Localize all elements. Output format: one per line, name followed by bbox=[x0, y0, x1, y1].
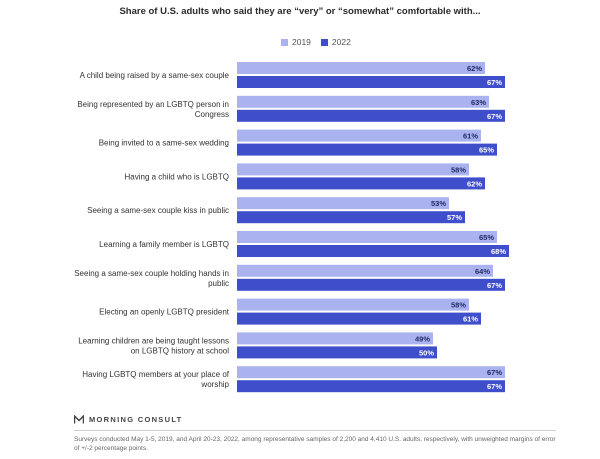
category-label: Seeing a same-sex couple holding hands i… bbox=[74, 269, 229, 288]
bar-2022 bbox=[237, 245, 509, 257]
value-label-2022: 50% bbox=[419, 348, 434, 357]
bar-2019 bbox=[237, 197, 449, 210]
bar-2022 bbox=[237, 211, 465, 224]
bar-2019 bbox=[237, 129, 481, 142]
value-label-2022: 65% bbox=[479, 146, 494, 155]
bar-2019 bbox=[237, 264, 493, 277]
value-label-2022: 62% bbox=[467, 179, 482, 188]
legend-item-2022: 2022 bbox=[320, 37, 351, 47]
value-label-2019: 49% bbox=[415, 334, 430, 343]
category-label: A child being raised by a same-sex coupl… bbox=[80, 71, 230, 80]
bar-2019 bbox=[237, 298, 469, 311]
value-label-2022: 67% bbox=[487, 281, 502, 290]
value-label-2022: 61% bbox=[463, 315, 478, 324]
category-label: Learning a family member is LGBTQ bbox=[99, 240, 229, 249]
chart-title: Share of U.S. adults who said they are “… bbox=[119, 6, 481, 17]
bar-2022 bbox=[237, 76, 505, 88]
bar-2022 bbox=[237, 109, 505, 122]
legend-label-2019: 2019 bbox=[292, 37, 311, 47]
bar-2019 bbox=[237, 95, 489, 108]
bar-2019 bbox=[237, 62, 485, 74]
value-label-2019: 63% bbox=[471, 98, 486, 107]
brand-name: MORNING CONSULT bbox=[89, 415, 183, 424]
value-label-2022: 67% bbox=[487, 112, 502, 121]
category-label: Seeing a same-sex couple kiss in public bbox=[87, 206, 229, 215]
category-label: Having LGBTQ members at your place of wor… bbox=[82, 370, 230, 389]
value-label-2022: 57% bbox=[447, 213, 462, 222]
legend-swatch-2019 bbox=[281, 38, 288, 46]
value-label-2022: 68% bbox=[491, 247, 506, 256]
category-label: Being represented by an LGBTQ person in C… bbox=[77, 100, 229, 119]
category-label: Having a child who is LGBTQ bbox=[125, 172, 230, 181]
value-label-2022: 67% bbox=[487, 382, 502, 391]
bar-2019 bbox=[237, 163, 469, 176]
legend-item-2019: 2019 bbox=[281, 37, 311, 47]
value-label-2019: 58% bbox=[451, 165, 466, 174]
bar-2022 bbox=[237, 312, 481, 325]
morning-consult-logo-icon bbox=[74, 415, 84, 424]
bar-2022 bbox=[237, 143, 497, 156]
bar-2022 bbox=[237, 380, 505, 393]
category-label: Being invited to a same-sex wedding bbox=[99, 139, 229, 148]
value-label-2022: 67% bbox=[487, 78, 502, 87]
value-label-2019: 62% bbox=[467, 64, 482, 73]
bar-2022 bbox=[237, 278, 505, 291]
footnote: Surveys conducted May 1-5, 2019, and Apr… bbox=[74, 436, 556, 452]
legend-label-2022: 2022 bbox=[331, 37, 351, 47]
value-label-2019: 67% bbox=[487, 368, 502, 377]
legend-swatch-2022 bbox=[320, 38, 328, 46]
bar-2022 bbox=[237, 346, 437, 359]
category-label: Electing an openly LGBTQ president bbox=[99, 308, 230, 317]
value-label-2019: 65% bbox=[479, 233, 494, 242]
value-label-2019: 64% bbox=[475, 267, 490, 276]
bar-2019 bbox=[237, 332, 433, 345]
value-label-2019: 53% bbox=[431, 199, 446, 208]
bar-2019 bbox=[237, 366, 505, 379]
brand-logo: MORNING CONSULT bbox=[74, 415, 183, 424]
legend: 2019 2022 bbox=[281, 37, 361, 47]
value-label-2019: 58% bbox=[451, 301, 466, 310]
footer-divider bbox=[74, 430, 556, 431]
bar-2019 bbox=[237, 231, 497, 243]
category-label: Learning children are being taught lesso… bbox=[78, 336, 229, 355]
value-label-2019: 61% bbox=[463, 132, 478, 141]
bar-2022 bbox=[237, 177, 485, 190]
